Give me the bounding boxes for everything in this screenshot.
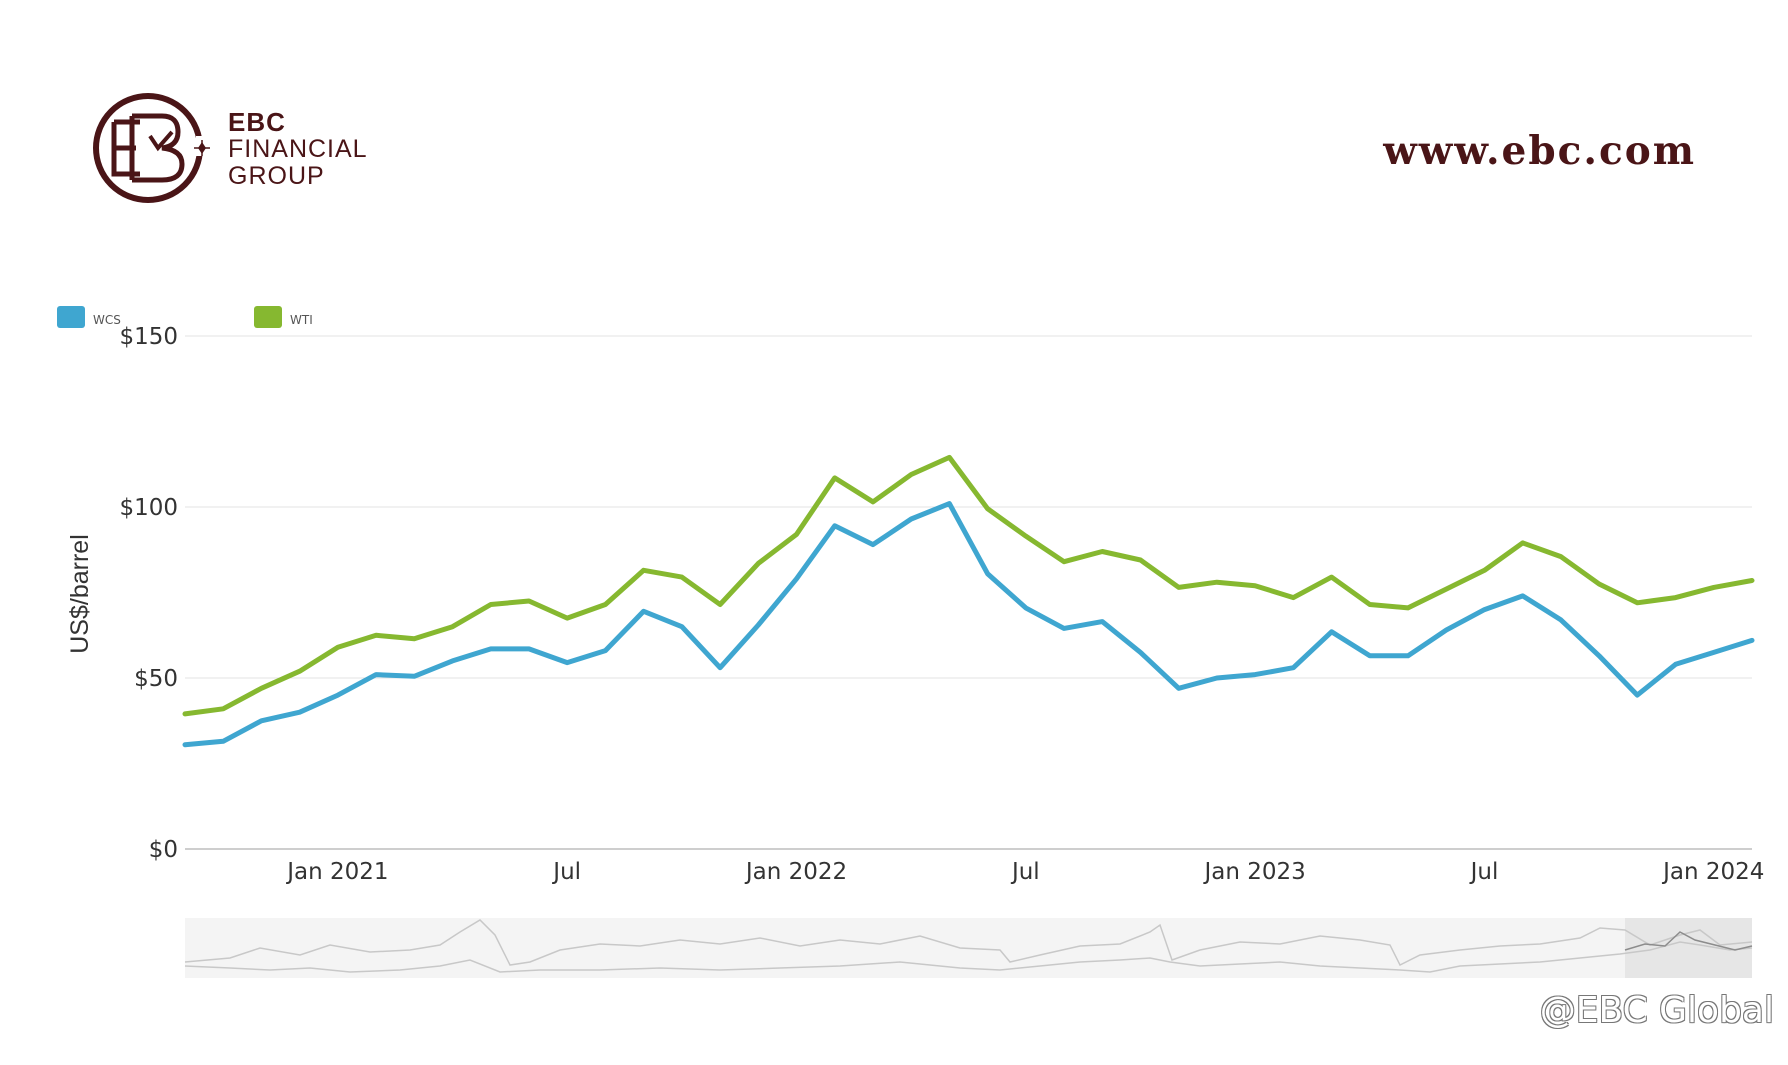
range-navigator[interactable] (184, 918, 1753, 978)
weibo-watermark: @EBC Global (1539, 990, 1774, 1031)
legend-label-wcs[interactable]: WCS (93, 313, 121, 327)
y-tick-labels: $0 $50 $100 $150 (119, 324, 178, 863)
navigator-trace-2 (184, 941, 1753, 973)
ebc-logo (93, 93, 210, 203)
logo-line-ebc: EBC (228, 107, 286, 137)
y-tick-label: $150 (119, 324, 178, 350)
logo-wordmark: EBC FINANCIAL GROUP (228, 108, 368, 190)
y-tick-label: $100 (119, 495, 178, 521)
logo-line-group: GROUP (228, 162, 325, 190)
navigator-selected-window[interactable] (1625, 918, 1752, 978)
x-tick-label: Jan 2023 (1202, 859, 1305, 885)
y-axis-label: US$/barrel (66, 534, 94, 654)
logo-line-financial: FINANCIAL (228, 135, 368, 163)
navigator-trace-1 (184, 919, 1753, 967)
series-lines (182, 454, 1755, 748)
navigator-trace-selected (1624, 931, 1753, 951)
legend-swatch-wti[interactable] (254, 306, 282, 328)
grid-lines (185, 335, 1752, 850)
x-tick-label: Jul (1010, 859, 1040, 885)
y-tick-label: $0 (149, 837, 178, 863)
site-url[interactable]: www.ebc.com (1383, 128, 1696, 174)
x-tick-labels: Jan 2021 Jul Jan 2022 Jul Jan 2023 Jul Jan 202… (285, 859, 1764, 885)
series-line-wti[interactable] (182, 454, 1755, 717)
x-tick-label: Jul (1469, 859, 1499, 885)
x-tick-label: Jan 2021 (285, 859, 388, 885)
legend: WCS WTI (57, 306, 313, 328)
x-tick-label: Jan 2024 (1661, 859, 1764, 885)
legend-swatch-wcs[interactable] (57, 306, 85, 328)
series-line-wcs[interactable] (182, 501, 1755, 748)
y-tick-label: $50 (134, 666, 178, 692)
x-tick-label: Jan 2022 (744, 859, 847, 885)
x-tick-label: Jul (551, 859, 581, 885)
legend-label-wti[interactable]: WTI (290, 313, 313, 327)
